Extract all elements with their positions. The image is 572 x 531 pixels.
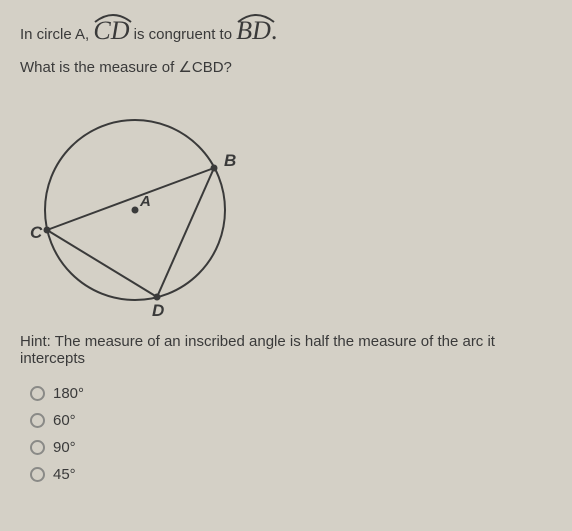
option-row[interactable]: 45° — [30, 466, 552, 483]
text-prefix: In circle A, — [20, 26, 93, 43]
radio-icon[interactable] — [30, 467, 45, 482]
angle-label: CBD? — [192, 59, 232, 76]
option-label: 60° — [53, 412, 76, 429]
var-cd: CD — [93, 16, 129, 45]
option-label: 45° — [53, 466, 76, 483]
var-bd: BD — [236, 16, 271, 45]
option-row[interactable]: 60° — [30, 412, 552, 429]
diagram: A B C D — [20, 90, 552, 325]
radio-icon[interactable] — [30, 386, 45, 401]
text-mid: is congruent to — [134, 26, 237, 43]
hint-text: Hint: The measure of an inscribed angle … — [20, 333, 552, 367]
option-row[interactable]: 90° — [30, 439, 552, 456]
arc-var-bd: BD — [236, 18, 271, 44]
option-label: 90° — [53, 439, 76, 456]
angle-symbol-icon: ∠ — [178, 59, 191, 76]
svg-text:C: C — [30, 223, 43, 242]
radio-icon[interactable] — [30, 413, 45, 428]
arc-var-cd: CD — [93, 18, 129, 44]
svg-text:D: D — [152, 301, 164, 320]
line2-prefix: What is the measure of — [20, 59, 178, 76]
svg-text:B: B — [224, 151, 236, 170]
question-container: In circle A, CD is congruent to BD . Wha… — [0, 0, 572, 503]
option-row[interactable]: 180° — [30, 385, 552, 402]
options-list: 180° 60° 90° 45° — [20, 385, 552, 483]
circle-diagram-icon: A B C D — [20, 90, 250, 320]
option-label: 180° — [53, 385, 84, 402]
radio-icon[interactable] — [30, 440, 45, 455]
svg-text:A: A — [139, 193, 151, 210]
prompt-line-2: What is the measure of ∠CBD? — [20, 58, 552, 76]
prompt-line-1: In circle A, CD is congruent to BD . — [20, 18, 552, 44]
text-suffix: . — [271, 16, 278, 45]
